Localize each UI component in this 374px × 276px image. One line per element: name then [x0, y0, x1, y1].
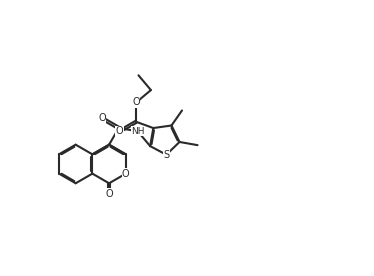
Text: O: O [105, 189, 113, 199]
Text: S: S [163, 150, 169, 160]
Text: O: O [116, 126, 123, 136]
Text: NH: NH [131, 127, 144, 136]
Text: O: O [122, 169, 130, 179]
Text: O: O [132, 97, 140, 107]
Text: O: O [98, 113, 106, 123]
